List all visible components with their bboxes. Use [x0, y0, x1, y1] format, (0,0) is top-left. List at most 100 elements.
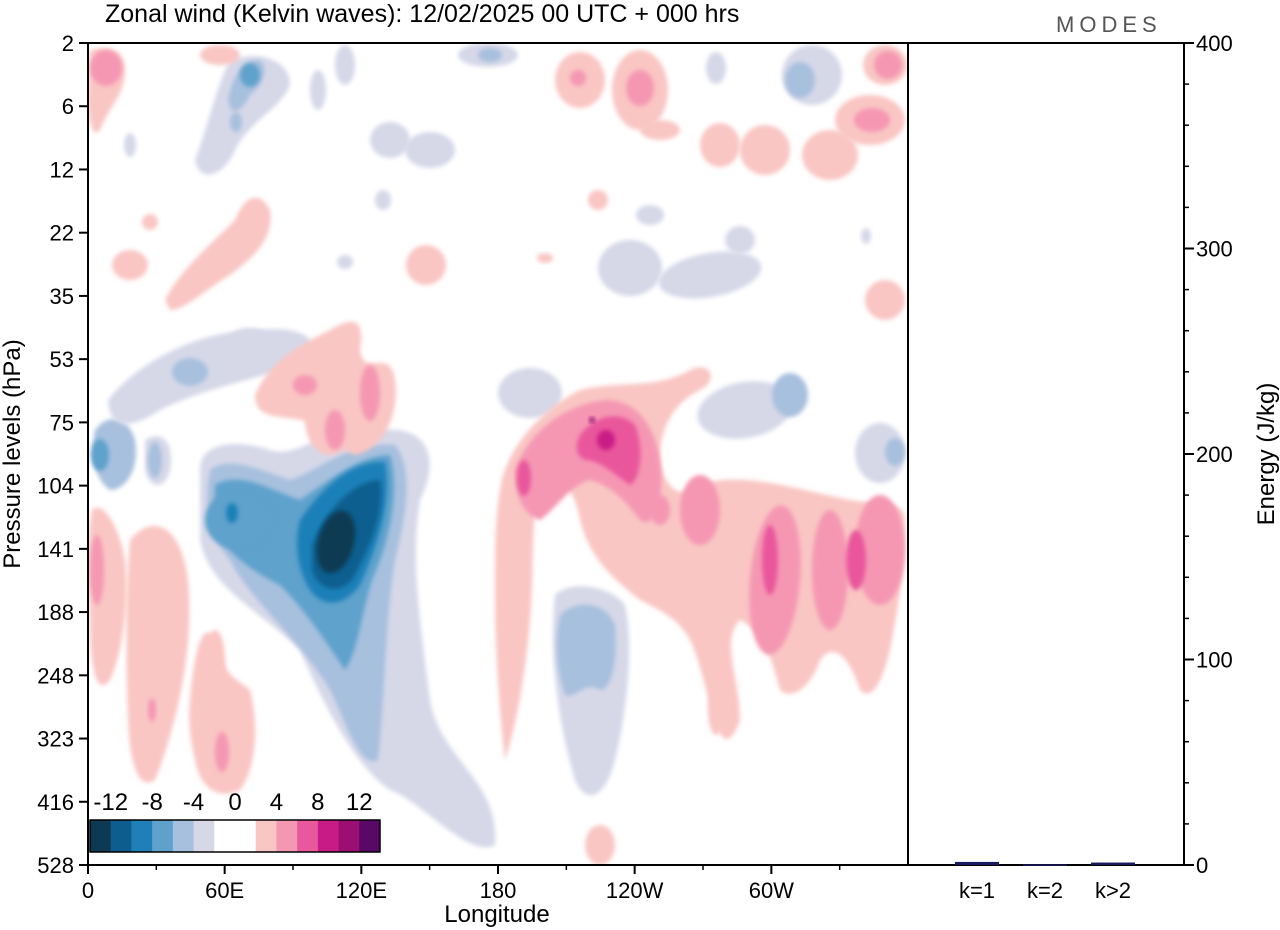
- anomaly-contour: [570, 70, 586, 86]
- anomaly-contour: [865, 280, 905, 320]
- anomaly-contour: [772, 373, 808, 417]
- colorbar-label: -12: [93, 789, 128, 816]
- anomaly-contour: [325, 410, 345, 450]
- anomaly-contour: [650, 495, 670, 525]
- pressure-tick-label: 323: [37, 727, 74, 752]
- anomaly-contour: [762, 525, 778, 595]
- energy-category-label: k>2: [1095, 878, 1131, 903]
- pressure-tick-label: 2: [62, 31, 74, 56]
- colorbar-legend: -12 -8 -4 0 4 8 12: [89, 789, 381, 853]
- anomaly-contour: [855, 423, 905, 483]
- colorbar-swatch: [193, 820, 215, 852]
- anomaly-contour: [598, 240, 662, 296]
- colorbar-swatch: [235, 820, 257, 852]
- energy-category-label: k=2: [1027, 878, 1063, 903]
- colorbar-swatch: [255, 820, 277, 852]
- colorbar-swatch: [172, 820, 195, 852]
- anomaly-contour: [802, 130, 858, 180]
- energy-bar: [1023, 864, 1067, 866]
- anomaly-contour: [124, 133, 136, 157]
- anomaly-contour: [310, 70, 326, 110]
- anomaly-contour: [93, 419, 136, 490]
- anomaly-contour: [861, 228, 871, 244]
- anomaly-contour: [478, 48, 502, 62]
- anomaly-contour: [200, 45, 240, 65]
- anomaly-contour: [293, 375, 317, 395]
- chart-title: Zonal wind (Kelvin waves): 12/02/2025 00…: [105, 0, 739, 28]
- anomaly-contour: [91, 439, 109, 471]
- pressure-tick-label: 141: [37, 537, 74, 562]
- anomaly-contour: [700, 123, 740, 167]
- anomaly-contour: [205, 630, 225, 690]
- energy-axis: 0 100 200 300 400: [1184, 31, 1233, 878]
- brand-logo: MODES: [1056, 12, 1162, 37]
- energy-frame: [907, 42, 1185, 866]
- anomaly-contour: [370, 122, 410, 158]
- anomaly-contour: [846, 530, 866, 590]
- colorbar-swatch: [276, 820, 298, 852]
- pressure-tick-label: 22: [50, 221, 74, 246]
- pressure-tick-label: 6: [62, 94, 74, 119]
- anomaly-contour: [626, 70, 654, 106]
- anomaly-contour: [740, 125, 790, 175]
- colorbar-swatch: [338, 820, 360, 852]
- energy-tick-label: 300: [1196, 237, 1233, 262]
- pressure-axis: 2 6 12 22 35 53 75 104 141 188 248 323 416 528: [37, 31, 88, 878]
- colorbar-label: 0: [228, 789, 241, 816]
- anomaly-contour: [230, 112, 242, 132]
- anomaly-contour: [142, 214, 158, 230]
- anomaly-contour: [335, 45, 355, 85]
- colorbar-label: 8: [311, 789, 324, 816]
- anomaly-contour: [576, 416, 641, 485]
- colorbar-label: -8: [141, 789, 162, 816]
- anomaly-contour: [189, 632, 256, 794]
- anomaly-contour: [316, 510, 356, 574]
- energy-tick-label: 0: [1196, 853, 1208, 878]
- anomaly-contour: [636, 205, 664, 225]
- anomaly-contour: [556, 604, 616, 696]
- anomaly-contour: [148, 442, 162, 478]
- pressure-tick-label: 188: [37, 600, 74, 625]
- anomaly-contour: [680, 475, 720, 545]
- anomaly-contour: [226, 503, 238, 523]
- anomaly-contour: [585, 825, 615, 865]
- anomaly-contour: [708, 685, 724, 735]
- energy-bar: [1091, 862, 1135, 865]
- longitude-tick-label: 120E: [336, 878, 387, 903]
- energy-category-label: k=1: [959, 878, 995, 903]
- anomaly-contour: [240, 63, 260, 87]
- anomaly-contour: [697, 381, 793, 439]
- anomaly-contour: [874, 51, 902, 79]
- colorbar-swatch: [214, 820, 236, 852]
- colorbar-swatch: [152, 820, 174, 852]
- anomaly-contour: [725, 226, 755, 254]
- pressure-tick-label: 35: [50, 284, 74, 309]
- anomaly-contour: [126, 525, 190, 783]
- longitude-tick-label: 180: [480, 878, 517, 903]
- anomaly-contour: [640, 120, 680, 140]
- colorbar-swatch: [110, 820, 132, 852]
- energy-tick-label: 100: [1196, 648, 1233, 673]
- anomaly-contour: [854, 108, 890, 132]
- anomaly-contour: [195, 56, 290, 175]
- anomaly-contour: [230, 328, 270, 352]
- colorbar-label: 12: [346, 789, 373, 816]
- anomaly-contour: [337, 255, 353, 269]
- heatmap-area: [87, 42, 909, 866]
- energy-categories: k=1 k=2 k>2: [959, 878, 1131, 903]
- colorbar-frame: [89, 819, 381, 853]
- anomaly-contour: [148, 698, 156, 722]
- anomaly-contour: [785, 62, 815, 98]
- anomaly-contour: [108, 329, 313, 424]
- anomaly-contour: [90, 50, 122, 86]
- energy-bar: [955, 861, 999, 865]
- x-axis-title: Longitude: [444, 901, 549, 928]
- anomaly-contour: [597, 430, 615, 450]
- anomaly-contour: [537, 253, 553, 263]
- anomaly-contour: [90, 535, 104, 605]
- energy-tick-label: 200: [1196, 442, 1233, 467]
- pressure-tick-label: 12: [50, 157, 74, 182]
- y-axis-title: Pressure levels (hPa): [0, 339, 26, 568]
- anomaly-contour: [517, 460, 531, 496]
- anomaly-contour: [375, 190, 391, 210]
